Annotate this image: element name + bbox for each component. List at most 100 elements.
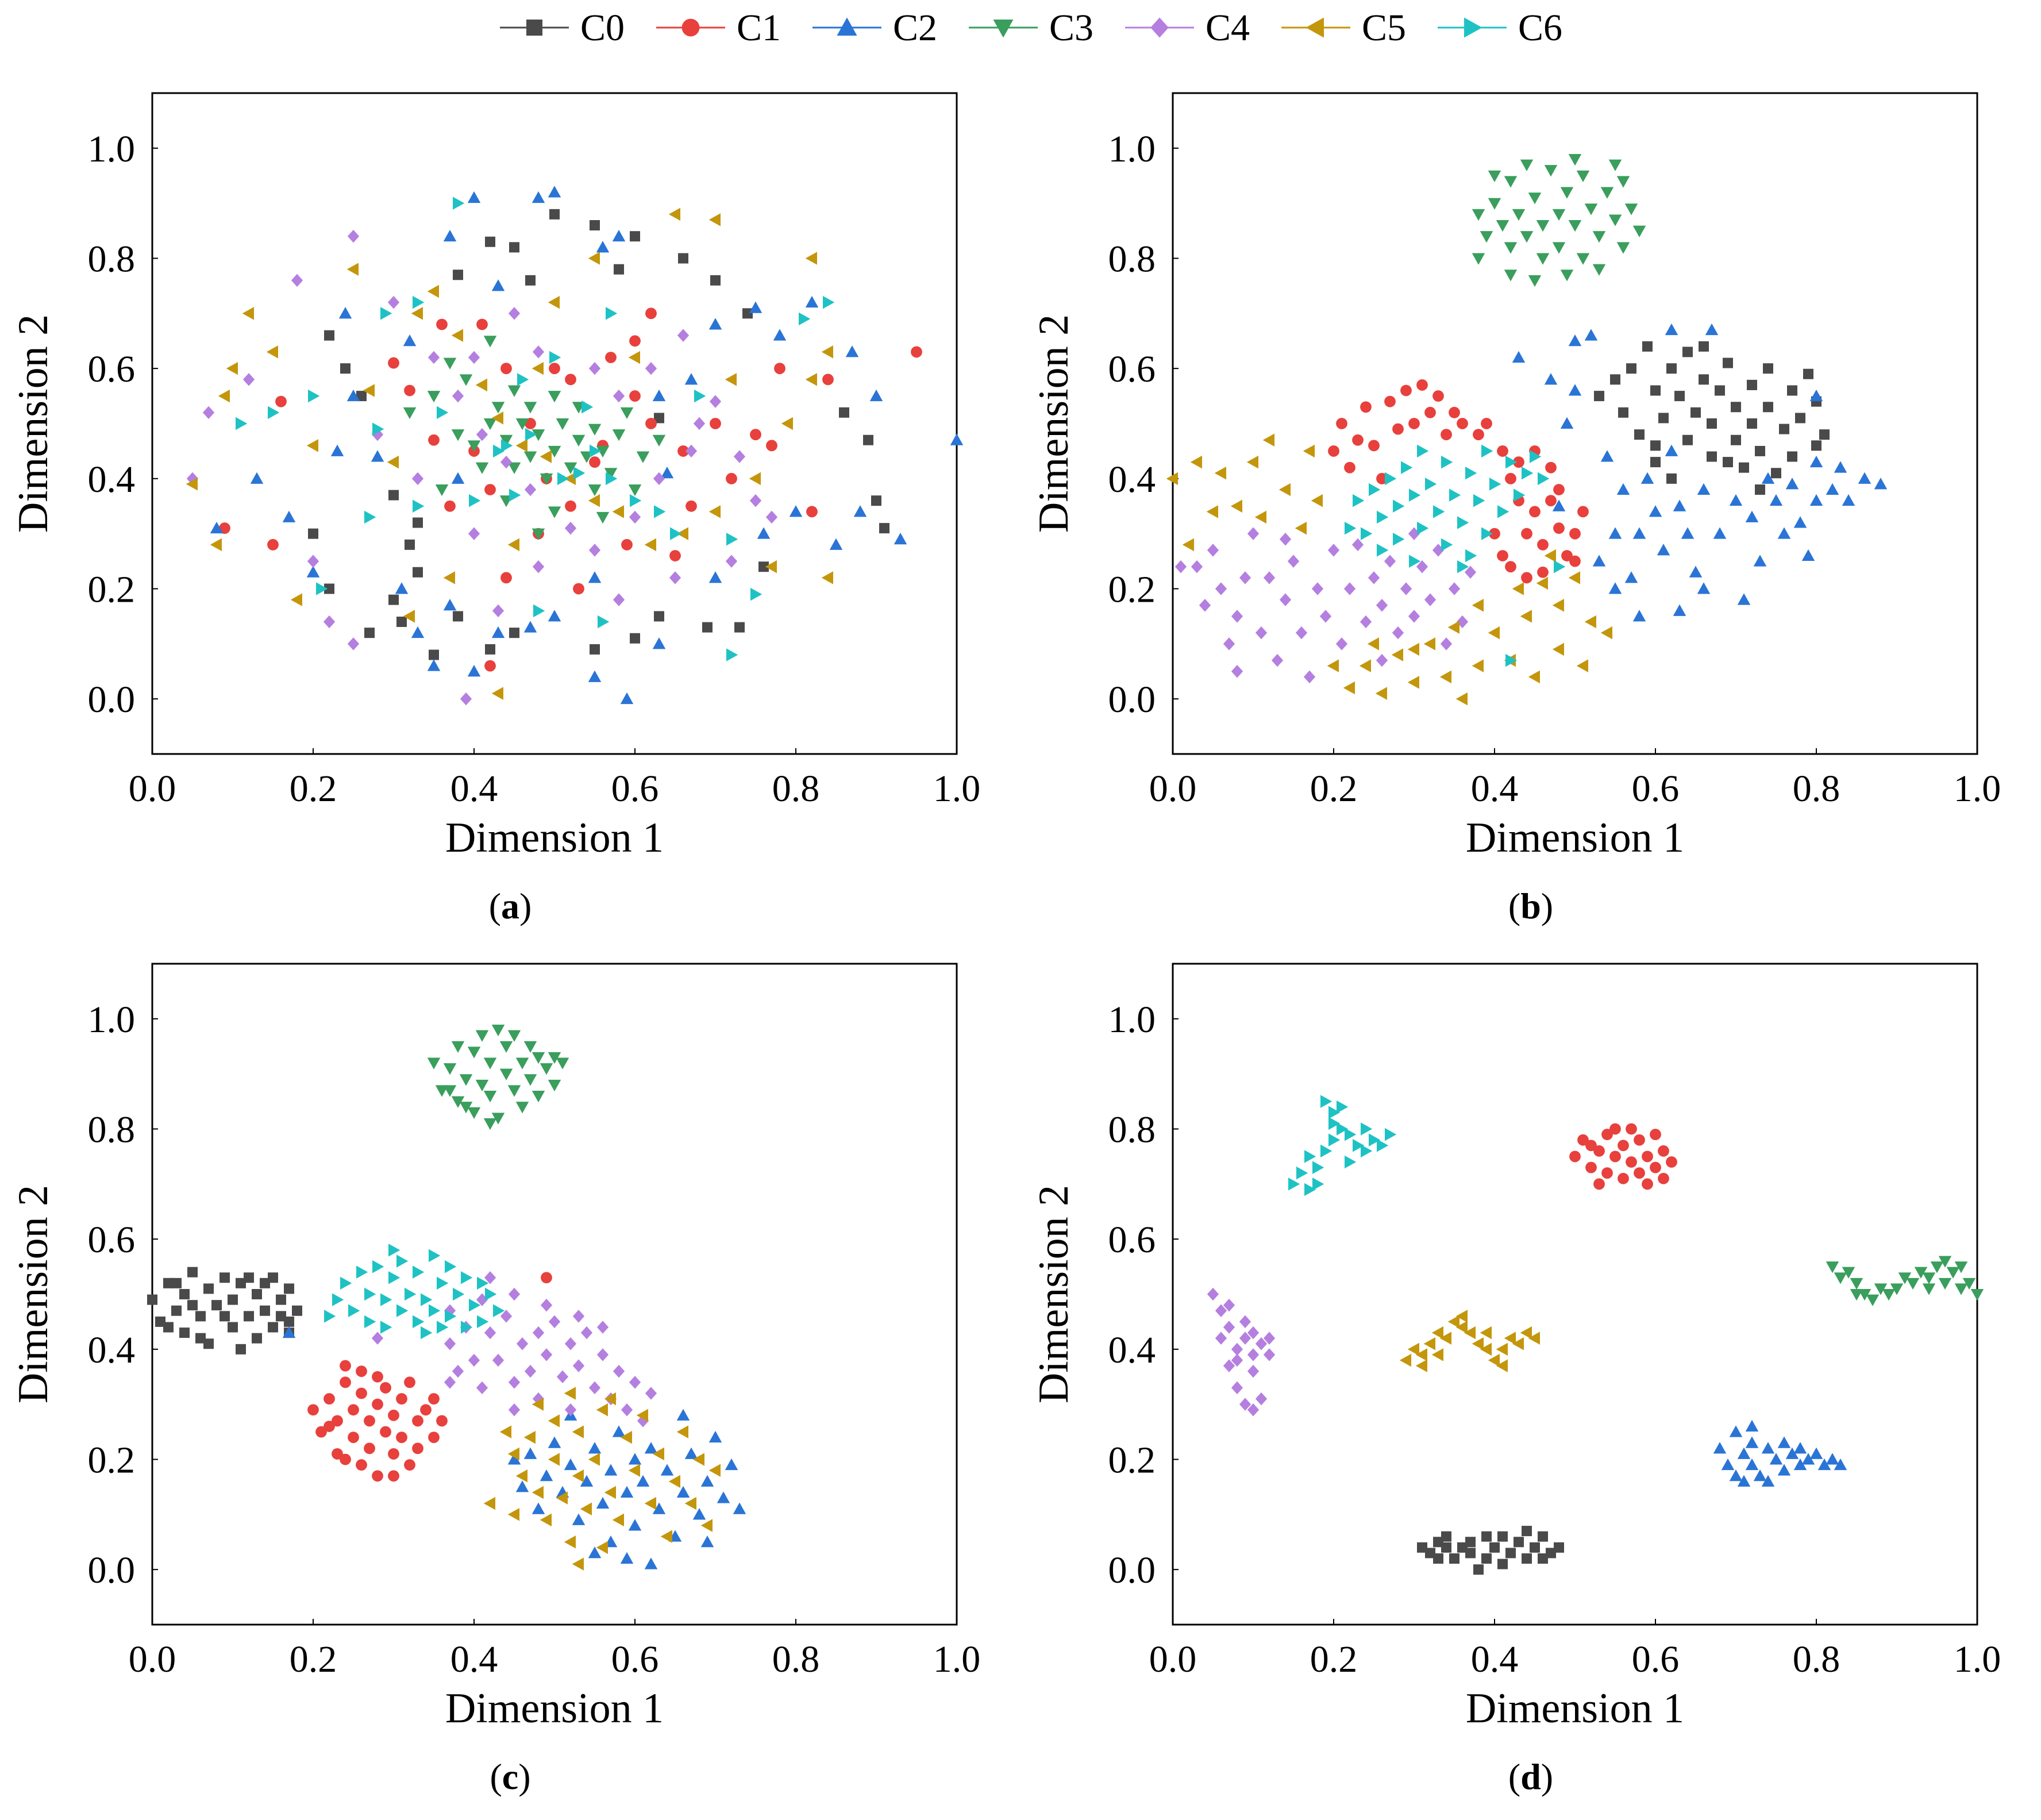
x-tick-label: 0.6 bbox=[611, 1638, 659, 1680]
point-c4 bbox=[347, 229, 360, 243]
point-c6 bbox=[606, 307, 618, 320]
point-c1 bbox=[686, 500, 697, 512]
point-c5 bbox=[564, 1387, 576, 1400]
point-c6 bbox=[670, 527, 682, 540]
point-c4 bbox=[1255, 1392, 1268, 1406]
point-c1 bbox=[1585, 1161, 1597, 1173]
series-c0 bbox=[308, 209, 889, 660]
point-c2 bbox=[644, 1557, 658, 1569]
point-c6 bbox=[1465, 549, 1477, 563]
point-c4 bbox=[1247, 1326, 1260, 1340]
point-c1 bbox=[275, 395, 287, 407]
point-c6 bbox=[1457, 560, 1469, 574]
point-c0 bbox=[179, 1328, 190, 1338]
point-c6 bbox=[1304, 1150, 1316, 1163]
point-c3 bbox=[1528, 193, 1542, 205]
point-c3 bbox=[1954, 1283, 1968, 1295]
point-c5 bbox=[692, 1453, 704, 1466]
point-c2 bbox=[210, 521, 224, 534]
point-c5 bbox=[708, 1464, 721, 1477]
point-c5 bbox=[1536, 576, 1548, 590]
point-c1 bbox=[1432, 390, 1444, 402]
x-tick-label: 0.0 bbox=[129, 768, 176, 810]
point-c2 bbox=[628, 1453, 642, 1465]
point-c2 bbox=[507, 1453, 521, 1465]
point-c4 bbox=[1271, 653, 1284, 667]
point-c4 bbox=[709, 395, 722, 408]
point-c4 bbox=[677, 329, 690, 342]
point-c0 bbox=[413, 517, 423, 528]
point-c4 bbox=[1215, 1304, 1227, 1317]
point-c4 bbox=[500, 455, 513, 469]
point-c3 bbox=[427, 391, 441, 403]
point-c6 bbox=[396, 1255, 409, 1268]
point-c0 bbox=[203, 1283, 214, 1294]
y-tick-label: 0.8 bbox=[1108, 238, 1156, 280]
point-c0 bbox=[1473, 1564, 1484, 1575]
point-c1 bbox=[404, 1376, 415, 1388]
point-c0 bbox=[219, 1272, 230, 1283]
point-c5 bbox=[1512, 582, 1524, 595]
point-c6 bbox=[1328, 1106, 1341, 1119]
point-c1 bbox=[267, 538, 279, 551]
point-c6 bbox=[630, 494, 642, 507]
point-c1 bbox=[388, 357, 399, 369]
point-c3 bbox=[467, 440, 481, 452]
point-c5 bbox=[1480, 1326, 1492, 1340]
point-c1 bbox=[549, 363, 560, 375]
legend-label-c2: C2 bbox=[893, 7, 937, 49]
series-c3 bbox=[1472, 154, 1646, 287]
x-tick-label: 0.4 bbox=[450, 768, 498, 810]
point-c2 bbox=[869, 389, 883, 402]
point-c1 bbox=[404, 384, 415, 397]
point-c3 bbox=[572, 434, 586, 447]
point-c5 bbox=[1455, 1310, 1468, 1323]
point-c4 bbox=[1263, 1332, 1276, 1345]
point-c4 bbox=[347, 637, 360, 651]
point-c3 bbox=[515, 1057, 529, 1069]
point-c2 bbox=[1689, 565, 1703, 578]
point-c6 bbox=[1361, 1122, 1373, 1136]
point-c4 bbox=[516, 1337, 529, 1350]
point-c6 bbox=[598, 615, 610, 629]
point-c0 bbox=[1763, 402, 1773, 413]
point-c4 bbox=[371, 1332, 384, 1345]
point-c3 bbox=[1560, 187, 1574, 199]
x-tick-label: 0.0 bbox=[1149, 1638, 1197, 1680]
point-c3 bbox=[1560, 270, 1574, 282]
point-c6 bbox=[493, 1304, 505, 1317]
point-c4 bbox=[428, 351, 440, 364]
point-c2 bbox=[1608, 582, 1622, 594]
point-c2 bbox=[1705, 323, 1719, 336]
point-c4 bbox=[1207, 544, 1219, 557]
point-c6 bbox=[1441, 455, 1453, 469]
point-c0 bbox=[163, 1278, 174, 1288]
y-tick-label: 0.2 bbox=[1108, 1440, 1156, 1482]
point-c0 bbox=[1755, 445, 1765, 456]
point-c1 bbox=[1408, 418, 1420, 429]
point-c2 bbox=[612, 229, 626, 242]
point-c3 bbox=[1472, 253, 1485, 265]
scatter-plot-c: 0.0 0.2 0.4 0.6 0.8 1.0 0.0 0.2 0.4 0.6 0.8 1.0 Dime… bbox=[10, 963, 980, 1732]
point-c6 bbox=[477, 1315, 489, 1329]
point-c4 bbox=[476, 1381, 488, 1395]
point-c4 bbox=[629, 1376, 641, 1389]
legend-item-c6: C6 bbox=[1438, 7, 1562, 49]
point-c2 bbox=[1737, 1447, 1751, 1459]
point-c2 bbox=[1809, 1447, 1823, 1459]
point-c2 bbox=[1745, 1436, 1759, 1448]
point-c5 bbox=[451, 329, 463, 342]
point-c2 bbox=[427, 659, 441, 671]
point-c3 bbox=[507, 385, 521, 397]
point-c4 bbox=[1424, 593, 1437, 606]
y-tick-label: 0.8 bbox=[88, 1109, 136, 1151]
point-c6 bbox=[1489, 478, 1501, 491]
point-c2 bbox=[1568, 334, 1582, 347]
point-c5 bbox=[403, 610, 415, 623]
point-c5 bbox=[805, 252, 817, 265]
point-c6 bbox=[1409, 555, 1421, 568]
point-c0 bbox=[356, 391, 367, 402]
point-c5 bbox=[491, 687, 503, 700]
point-c3 bbox=[491, 402, 505, 414]
y-axis-label: Dimension 2 bbox=[1030, 1185, 1077, 1403]
